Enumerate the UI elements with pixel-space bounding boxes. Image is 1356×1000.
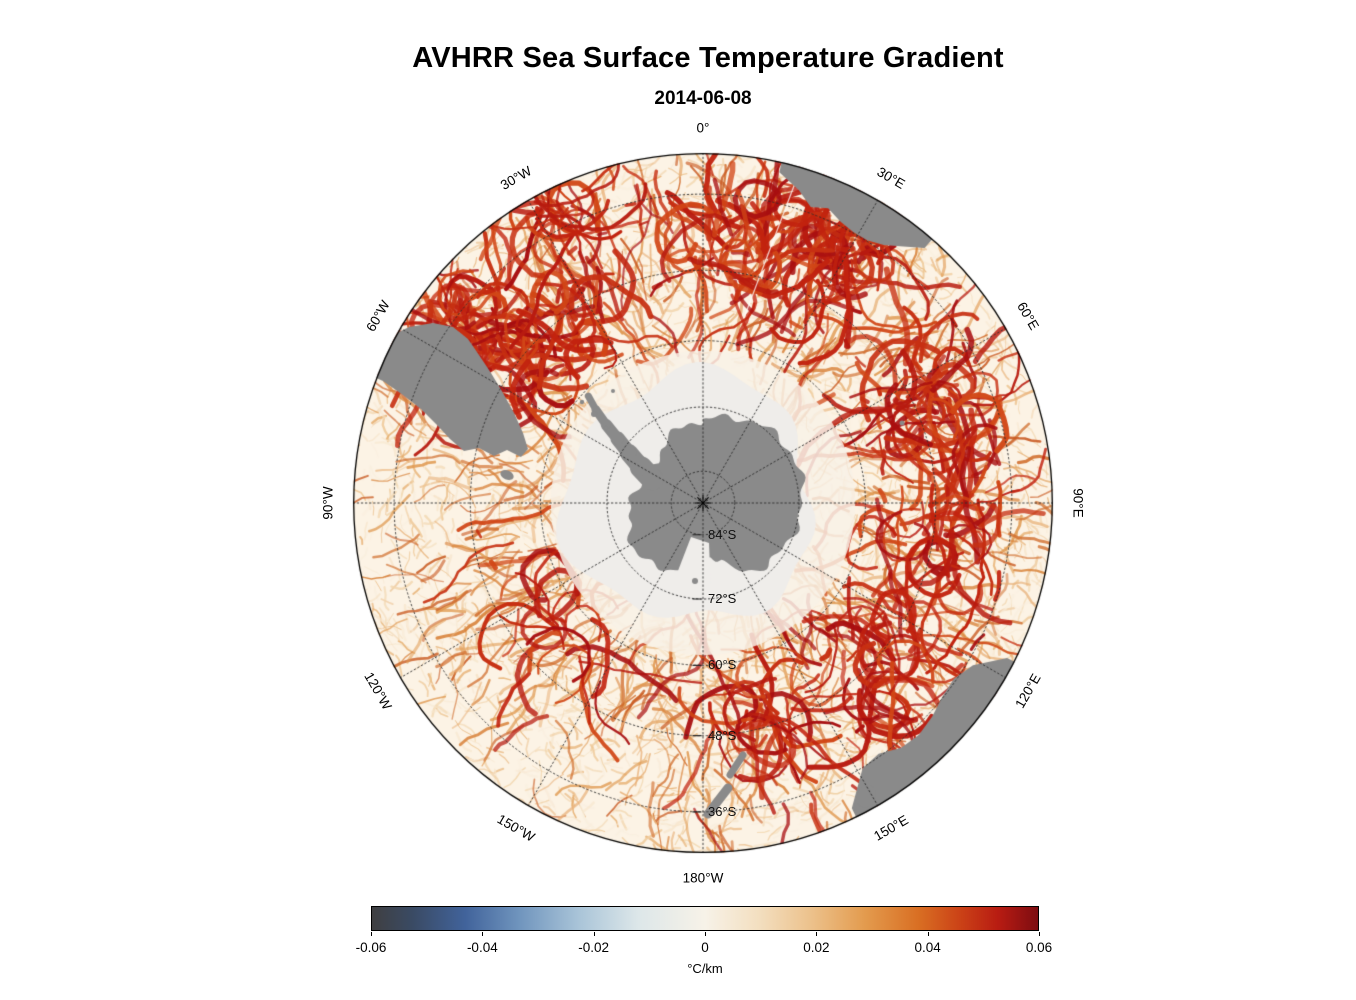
- colorbar-tick: [816, 932, 818, 936]
- colorbar-tick-label: 0.04: [914, 940, 941, 955]
- meridian-label: 150°W: [494, 811, 537, 845]
- colorbar-tick-label: -0.06: [355, 940, 387, 955]
- meridian-label: 0°: [696, 120, 710, 136]
- colorbar-tick-label: 0.06: [1025, 940, 1053, 955]
- meridian-label: 30°E: [874, 164, 907, 193]
- colorbar-tick: [371, 932, 372, 936]
- colorbar: -0.06 -0.04 -0.02 0 0.02 0.04 0.06 °C/km: [356, 906, 1052, 978]
- colorbar-tick: [593, 932, 595, 936]
- colorbar-unit-label: °C/km: [687, 961, 723, 976]
- colorbar-tick: [482, 932, 484, 936]
- meridian-label: 90°W: [320, 486, 336, 520]
- figure-subtitle: 2014-06-08: [654, 88, 752, 109]
- meridian-label: 150°E: [870, 812, 911, 844]
- meridian-label: 30°W: [497, 163, 534, 194]
- colorbar-tick-label: -0.02: [578, 940, 610, 955]
- colorbar-tick: [1039, 932, 1040, 936]
- map-canvas: [351, 151, 1055, 855]
- colorbar-gradient: [371, 906, 1039, 931]
- meridian-label: 60°W: [363, 297, 394, 334]
- meridian-label: 120°E: [1012, 670, 1044, 711]
- meridian-label: 120°W: [361, 669, 395, 712]
- meridian-label: 60°E: [1013, 299, 1042, 332]
- meridian-label: 180°W: [682, 870, 724, 886]
- figure-title: AVHRR Sea Surface Temperature Gradient: [412, 42, 1004, 74]
- colorbar-tick-label: 0.02: [803, 940, 830, 955]
- colorbar-tick: [927, 932, 929, 936]
- colorbar-tick-label: -0.04: [466, 940, 498, 955]
- meridian-label: 90°E: [1070, 488, 1086, 518]
- colorbar-tick: [705, 932, 706, 936]
- colorbar-tick-label: 0: [701, 940, 709, 955]
